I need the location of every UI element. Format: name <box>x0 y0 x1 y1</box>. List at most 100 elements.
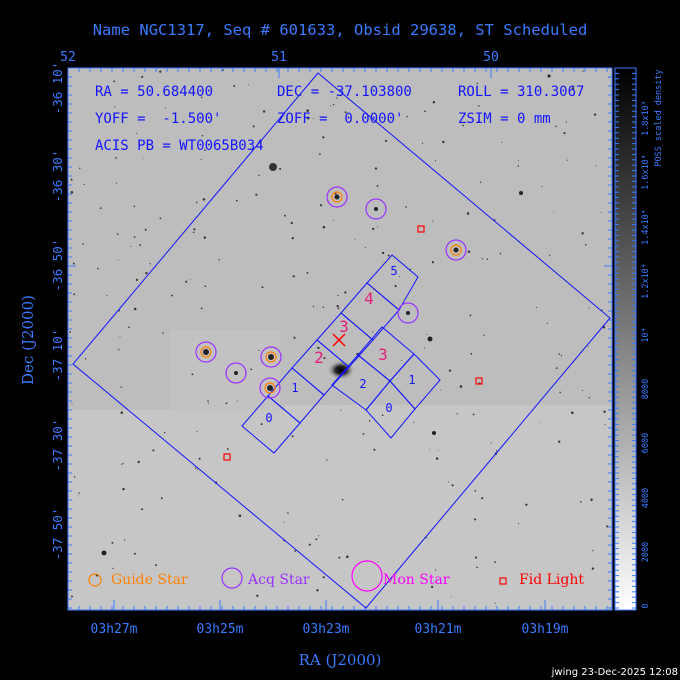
faint-star <box>120 411 124 414</box>
info-zoff: ZOFF = 0.0000' <box>277 111 403 127</box>
faint-star <box>319 153 321 156</box>
faint-star <box>341 498 344 501</box>
legend-mon-label: Mon Star <box>383 572 450 588</box>
sky-image-lighter-patch <box>68 405 612 610</box>
faint-star <box>141 508 144 511</box>
faint-star <box>202 198 206 201</box>
fid-light-marker <box>475 377 483 385</box>
star <box>432 431 436 435</box>
faint-star <box>133 236 136 238</box>
acq-star-marker <box>225 362 247 384</box>
faint-star <box>250 368 253 371</box>
star <box>374 207 378 211</box>
ccd-label: 2 <box>359 377 366 391</box>
legend-fid-label: Fid Light <box>519 572 584 588</box>
faint-star <box>197 469 199 471</box>
faint-star <box>133 307 137 311</box>
faint-star <box>517 165 520 167</box>
y-axis-label: Dec (J2000) <box>19 295 37 385</box>
faint-star <box>185 280 188 283</box>
faint-star <box>82 243 84 245</box>
top-tick-label: 51 <box>271 50 287 65</box>
faint-star <box>604 423 606 426</box>
star <box>234 371 238 375</box>
faint-star <box>587 346 589 348</box>
faint-star <box>450 596 452 598</box>
faint-star <box>162 332 164 334</box>
faint-star <box>128 326 130 328</box>
faint-star <box>344 291 347 294</box>
y-tick-label: -37 50' <box>50 508 65 561</box>
ccd-label: 3 <box>378 345 388 364</box>
faint-star <box>73 293 76 296</box>
faint-star <box>258 349 260 352</box>
faint-star <box>139 244 142 246</box>
faint-star <box>571 86 575 90</box>
faint-star <box>200 307 203 310</box>
star <box>406 311 410 315</box>
faint-star <box>385 139 388 142</box>
faint-star <box>499 252 502 255</box>
faint-star <box>164 431 166 434</box>
galaxy-ngc1317 <box>327 360 355 380</box>
info-roll: ROLL = 310.3067 <box>458 84 584 100</box>
faint-star <box>78 492 80 494</box>
faint-star <box>192 231 195 233</box>
faint-star <box>364 247 366 249</box>
faint-star <box>130 246 132 247</box>
info-ra: RA = 50.684400 <box>95 84 213 100</box>
colorbar-tick-label: 1.8x10⁴ <box>641 100 651 136</box>
bright-objects <box>101 74 551 556</box>
colorbar-tick-label: 1.4x10⁴ <box>641 209 651 245</box>
faint-star <box>147 148 149 150</box>
faint-star <box>423 347 425 349</box>
info-yoff: YOFF = -1.500' <box>95 111 221 127</box>
faint-star <box>226 448 229 450</box>
star <box>267 385 273 391</box>
faint-star <box>306 272 309 274</box>
faint-star <box>588 307 590 309</box>
star <box>203 349 209 355</box>
faint-star <box>381 251 385 255</box>
faint-star <box>581 389 583 391</box>
colorbar-ticks <box>615 67 636 609</box>
y-tick-label: -36 30' <box>50 150 65 203</box>
faint-star <box>376 184 379 187</box>
faint-star <box>198 457 201 460</box>
faint-star <box>334 371 336 373</box>
faint-star <box>261 286 264 289</box>
star <box>334 194 340 200</box>
faint-star <box>580 501 582 503</box>
faint-star <box>115 156 117 159</box>
faint-star <box>323 357 326 360</box>
colorbar-tick-label: 1.2x10⁴ <box>641 263 651 299</box>
faint-star <box>536 306 537 308</box>
faint-star <box>476 566 478 569</box>
faint-star <box>120 386 122 388</box>
faint-star <box>601 309 603 311</box>
faint-star <box>71 595 73 598</box>
faint-star <box>106 295 108 296</box>
faint-star <box>218 259 220 261</box>
faint-star <box>191 373 194 376</box>
faint-star <box>118 348 120 351</box>
faint-star <box>474 518 477 521</box>
faint-star <box>481 258 483 260</box>
legend: Guide Star Acq Star Mon Star Fid Light <box>88 560 584 592</box>
faint-star <box>337 307 340 310</box>
faint-star <box>204 285 207 288</box>
faint-star <box>71 402 73 404</box>
faint-star <box>201 135 204 137</box>
faint-star <box>459 385 463 388</box>
faint-star <box>200 96 203 99</box>
faint-star <box>293 336 296 339</box>
faint-star <box>292 275 295 278</box>
acq-star-marker <box>397 302 419 324</box>
faint-star <box>425 537 428 539</box>
faint-star <box>494 561 496 563</box>
faint-star <box>558 353 561 355</box>
faint-star <box>113 80 116 83</box>
faint-star <box>149 263 151 265</box>
faint-star <box>372 331 374 333</box>
faint-star <box>112 567 114 569</box>
